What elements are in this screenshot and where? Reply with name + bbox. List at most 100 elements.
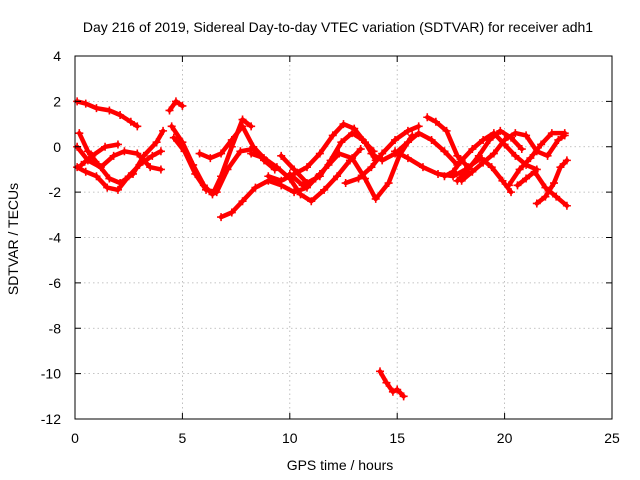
data-point	[423, 113, 432, 122]
y-tick-label: 2	[53, 93, 61, 109]
data-point	[217, 213, 226, 222]
data-point	[324, 160, 333, 169]
data-point	[152, 138, 161, 147]
series-line	[392, 149, 469, 179]
data-point	[526, 154, 535, 163]
data-point	[113, 140, 122, 149]
data-point	[414, 129, 423, 138]
data-point	[496, 126, 505, 135]
data-point	[311, 174, 320, 183]
data-point	[277, 176, 286, 185]
data-point	[148, 151, 157, 160]
data-point	[195, 149, 204, 158]
data-point	[358, 135, 367, 144]
data-point	[88, 151, 97, 160]
data-point	[500, 135, 509, 144]
x-axis-label: GPS time / hours	[287, 457, 394, 473]
data-point	[403, 154, 412, 163]
data-point	[556, 163, 565, 172]
data-point	[251, 183, 260, 192]
y-tick-label: -10	[41, 366, 61, 382]
data-point	[296, 190, 305, 199]
data-point	[75, 129, 84, 138]
series-line	[79, 142, 121, 168]
data-point	[384, 179, 393, 188]
data-point	[238, 122, 247, 131]
data-point	[156, 147, 165, 156]
data-point	[403, 138, 412, 147]
data-point	[348, 154, 357, 163]
data-point	[391, 135, 400, 144]
data-point	[356, 145, 365, 154]
y-tick-label: 0	[53, 139, 61, 155]
data-point	[159, 126, 168, 135]
data-point	[101, 142, 110, 151]
series-line	[74, 144, 164, 172]
data-point	[554, 135, 563, 144]
data-point	[105, 174, 114, 183]
data-point	[96, 163, 105, 172]
y-tick-label: -6	[49, 275, 62, 291]
data-point	[403, 126, 412, 135]
data-point	[464, 165, 473, 174]
data-point	[339, 120, 348, 129]
data-point	[434, 169, 443, 178]
data-point	[217, 149, 226, 158]
data-point	[399, 392, 408, 401]
data-point	[440, 172, 449, 181]
data-point	[81, 99, 90, 108]
data-point	[156, 165, 165, 174]
x-tick-label: 0	[71, 430, 79, 446]
series-line	[442, 130, 540, 179]
data-point	[247, 122, 256, 131]
data-point	[315, 149, 324, 158]
data-point	[504, 181, 513, 190]
x-tick-label: 25	[604, 430, 620, 446]
data-point	[264, 172, 273, 181]
data-point	[457, 156, 466, 165]
data-point	[128, 169, 137, 178]
data-point	[378, 156, 387, 165]
data-point	[550, 179, 559, 188]
data-point	[468, 167, 477, 176]
data-point	[511, 129, 520, 138]
data-point	[515, 165, 524, 174]
data-point	[277, 151, 286, 160]
data-point	[468, 145, 477, 154]
data-point	[191, 169, 200, 178]
y-axis-label: SDTVAR / TECUs	[5, 183, 21, 295]
data-point	[285, 169, 294, 178]
data-point	[328, 131, 337, 140]
data-point	[272, 163, 281, 172]
data-point	[427, 135, 436, 144]
data-point	[146, 163, 155, 172]
data-point	[116, 179, 125, 188]
chart-title: Day 216 of 2019, Sidereal Day-to-day VTE…	[83, 19, 593, 35]
data-point	[511, 151, 520, 160]
data-point	[513, 181, 522, 190]
data-point	[541, 192, 550, 201]
series-arc-5	[77, 140, 122, 169]
data-point	[474, 151, 483, 160]
data-point	[77, 160, 86, 169]
data-point	[227, 208, 236, 217]
data-point	[543, 151, 552, 160]
data-point	[133, 149, 142, 158]
data-point	[391, 147, 400, 156]
data-point	[227, 135, 236, 144]
data-point	[371, 194, 380, 203]
data-point	[442, 126, 451, 135]
data-point	[202, 185, 211, 194]
series-line	[515, 169, 570, 208]
series-arc-25	[532, 156, 571, 208]
series-arc-14	[285, 131, 417, 203]
data-point	[238, 197, 247, 206]
data-point	[541, 183, 550, 192]
data-point	[290, 165, 299, 174]
y-tick-label: 4	[53, 48, 61, 64]
data-point	[92, 172, 101, 181]
x-tick-label: 15	[389, 430, 405, 446]
data-point	[307, 197, 316, 206]
